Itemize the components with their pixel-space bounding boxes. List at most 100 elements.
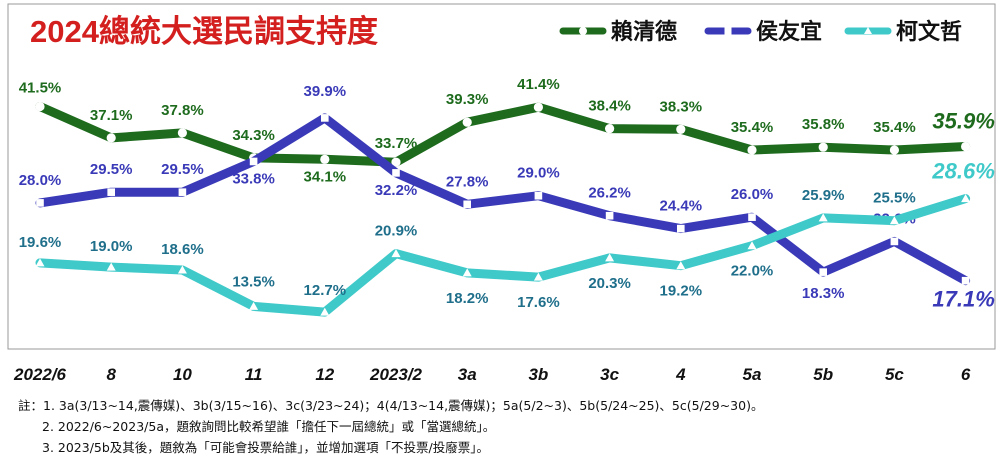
- data-point: [35, 258, 45, 267]
- data-label: 17.6%: [517, 294, 560, 311]
- data-point: [818, 142, 828, 152]
- x-tick-label: 10: [173, 365, 192, 384]
- data-label: 38.3%: [660, 98, 703, 115]
- data-label: 28.0%: [19, 172, 62, 189]
- data-label: 18.2%: [446, 290, 489, 307]
- data-label: 25.5%: [873, 190, 916, 207]
- data-point: [462, 117, 472, 127]
- data-label: 29.5%: [161, 161, 204, 178]
- series-2: 28.0% 29.5% 29.5% 33.8% 39.9% 32.2% 27.8% 29.0%…: [19, 83, 995, 312]
- x-tick-label: 5c: [885, 365, 904, 384]
- series-3: 19.6% 19.0% 18.6% 13.5% 12.7% 20.9% 18.2% 17.6%…: [19, 159, 995, 317]
- x-tick-label: 2023/2: [369, 365, 423, 384]
- data-point: [533, 102, 544, 112]
- data-label: 33.8%: [232, 170, 275, 187]
- data-point: [605, 253, 615, 262]
- x-tick-label: 11: [245, 365, 263, 384]
- data-point: [106, 133, 116, 143]
- data-point: [819, 268, 827, 276]
- data-point: [36, 199, 44, 207]
- data-point: [249, 157, 258, 166]
- data-point: [961, 194, 971, 203]
- data-label: 26.2%: [588, 185, 631, 202]
- x-tick-label: 8: [106, 365, 116, 384]
- data-point: [321, 114, 329, 122]
- data-label: 35.9%: [932, 108, 994, 133]
- data-label: 24.4%: [660, 198, 703, 215]
- data-point: [961, 141, 971, 152]
- data-label: 37.1%: [90, 107, 133, 124]
- plot-frame: [7, 3, 996, 350]
- data-label: 35.8%: [802, 116, 845, 133]
- x-tick-label: 4: [675, 365, 686, 384]
- series-line: [35, 113, 971, 286]
- data-label: 39.9%: [304, 83, 347, 100]
- data-point: [676, 261, 686, 270]
- data-label: 27.8%: [446, 173, 489, 190]
- data-point: [676, 124, 686, 134]
- data-point: [747, 145, 757, 155]
- x-tick-label: 12: [315, 365, 334, 384]
- data-point: [818, 213, 828, 222]
- series-line: [35, 194, 971, 317]
- data-label: 41.4%: [517, 76, 560, 93]
- footnotes: 註：1. 3a(3/13~14,震傳媒)、3b(3/15~16)、3c(3/23…: [18, 395, 993, 458]
- footnote-2: 2. 2022/6~2023/5a，題敘詢問比較希望誰「擔任下一屆總統」或「當選…: [42, 419, 496, 434]
- legend-marker: [579, 27, 587, 35]
- footnote-3: 3. 2023/5b及其後，題敘為「可能會投票給誰」，並增加選項「不投票/投廢票…: [42, 440, 490, 455]
- legend-marker: [864, 27, 872, 34]
- data-point: [177, 128, 187, 138]
- x-tick-label: 6: [961, 365, 971, 384]
- data-point: [889, 216, 899, 225]
- legend-label: 賴清德: [611, 19, 677, 45]
- x-axis: 2022/6 8 10 11 12 2023/2 3a 3b 3c 4 5a 5b 5c 6: [13, 365, 971, 384]
- x-tick-label: 5b: [813, 365, 833, 384]
- x-tick-label: 3a: [458, 365, 477, 384]
- data-label: 22.0%: [731, 263, 774, 280]
- data-label: 12.7%: [304, 282, 347, 299]
- data-point: [249, 301, 259, 310]
- data-point: [320, 154, 330, 164]
- chart: 2024總統大選民調支持度 賴清德 侯友宜 柯文哲 41.5% 37.1% 37.8% 3…: [7, 3, 996, 384]
- data-point: [462, 268, 472, 277]
- legend-label: 侯友宜: [756, 19, 822, 45]
- legend: 賴清德 侯友宜 柯文哲: [559, 19, 962, 45]
- legend-marker: [724, 27, 732, 35]
- data-point: [677, 224, 685, 233]
- x-tick-label: 2022/6: [13, 365, 67, 384]
- data-point: [320, 307, 330, 316]
- x-tick-label: 5a: [743, 365, 762, 384]
- data-label: 28.6%: [931, 159, 994, 184]
- legend-label: 柯文哲: [896, 19, 962, 45]
- data-label: 17.1%: [932, 287, 994, 312]
- data-point: [747, 241, 757, 250]
- data-label: 39.3%: [446, 91, 489, 108]
- data-point: [107, 188, 115, 196]
- data-label: 37.8%: [161, 102, 204, 119]
- data-point: [605, 211, 614, 220]
- data-label: 29.5%: [90, 161, 133, 178]
- data-point: [391, 157, 401, 167]
- data-label: 19.2%: [660, 283, 703, 300]
- data-label: 20.3%: [588, 275, 631, 292]
- legend-item-2: 侯友宜: [704, 19, 822, 45]
- data-label: 18.6%: [161, 241, 204, 258]
- data-point: [463, 200, 471, 209]
- data-point: [534, 191, 543, 200]
- data-label: 18.3%: [802, 285, 845, 302]
- footnote-1: 註：1. 3a(3/13~14,震傳媒)、3b(3/15~16)、3c(3/23…: [18, 398, 764, 413]
- data-point: [961, 276, 970, 285]
- data-label: 35.4%: [873, 119, 916, 136]
- data-label: 38.4%: [588, 98, 631, 115]
- data-point: [392, 169, 400, 177]
- data-point: [391, 249, 401, 258]
- x-tick-label: 3c: [600, 365, 619, 384]
- series-1: 41.5% 37.1% 37.8% 34.3% 34.1% 33.7% 39.3% 41.4%…: [19, 76, 995, 185]
- data-point: [106, 262, 116, 271]
- data-label: 35.4%: [731, 119, 774, 136]
- data-point: [890, 237, 899, 246]
- data-label: 29.0%: [517, 165, 560, 182]
- legend-item-3: 柯文哲: [844, 19, 962, 45]
- data-label: 19.6%: [19, 234, 62, 251]
- legend-item-1: 賴清德: [559, 19, 677, 45]
